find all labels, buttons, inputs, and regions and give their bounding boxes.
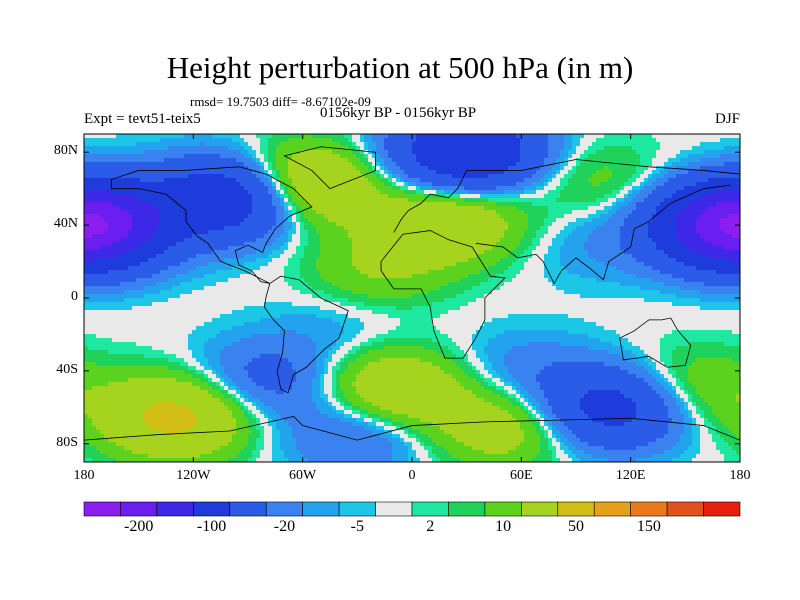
- colorbar-tick-label: 50: [568, 518, 584, 535]
- colorbar-swatch: [593, 501, 631, 517]
- lon-tick-label: 180: [729, 468, 751, 483]
- colorbar: [83, 501, 741, 517]
- period-subtitle: 0156kyr BP - 0156kyr BP: [320, 105, 477, 121]
- colorbar-swatch: [448, 501, 486, 517]
- colorbar-swatch: [302, 501, 340, 517]
- lon-tick-label: 60W: [289, 468, 317, 483]
- colorbar-swatch: [193, 501, 231, 517]
- lon-tick-label: 120W: [176, 468, 211, 483]
- lon-tick-label: 180: [73, 468, 95, 483]
- season-label: DJF: [714, 111, 740, 127]
- colorbar-swatch: [703, 501, 741, 517]
- lon-tick-label: 0: [408, 468, 416, 483]
- colorbar-tick-label: 2: [426, 518, 435, 535]
- colorbar-swatch: [338, 501, 376, 517]
- colorbar-tick-label: -20: [273, 518, 296, 535]
- lat-tick-label: 80S: [56, 434, 78, 450]
- colorbar-swatch: [521, 501, 559, 517]
- plot-title: Height perturbation at 500 hPa (in m): [166, 50, 634, 85]
- height-perturbation-field: [84, 134, 740, 462]
- colorbar-swatch: [557, 501, 595, 517]
- colorbar-tick-label: 10: [495, 518, 512, 535]
- lon-tick-label: 120E: [615, 468, 646, 483]
- colorbar-swatch: [666, 501, 704, 517]
- statistics-text: rmsd= 19.7503 diff= -8.67102e-09: [190, 94, 371, 109]
- lat-tick-label: 80N: [53, 143, 78, 159]
- colorbar-swatch: [375, 501, 413, 517]
- colorbar-tick-label: 150: [636, 518, 661, 535]
- colorbar-swatch: [630, 501, 668, 517]
- lon-tick-label: 60E: [510, 468, 533, 483]
- lat-tick-label: 40S: [56, 361, 78, 377]
- colorbar-swatch: [229, 501, 267, 517]
- colorbar-swatch: [484, 501, 522, 517]
- lat-tick-label: 0: [71, 289, 78, 304]
- colorbar-swatch: [265, 501, 303, 517]
- colorbar-swatch: [156, 501, 194, 517]
- experiment-label: Expt = tevt51-teix5: [84, 111, 201, 127]
- colorbar-tick-label: -5: [350, 518, 364, 535]
- colorbar-swatch: [83, 501, 121, 517]
- coastline-outlines: [84, 146, 740, 441]
- colorbar-tick-label: -100: [196, 518, 227, 535]
- lat-tick-label: 40N: [53, 216, 78, 232]
- colorbar-swatch: [411, 501, 449, 517]
- colorbar-swatch: [120, 501, 158, 517]
- colorbar-tick-label: -200: [123, 518, 154, 535]
